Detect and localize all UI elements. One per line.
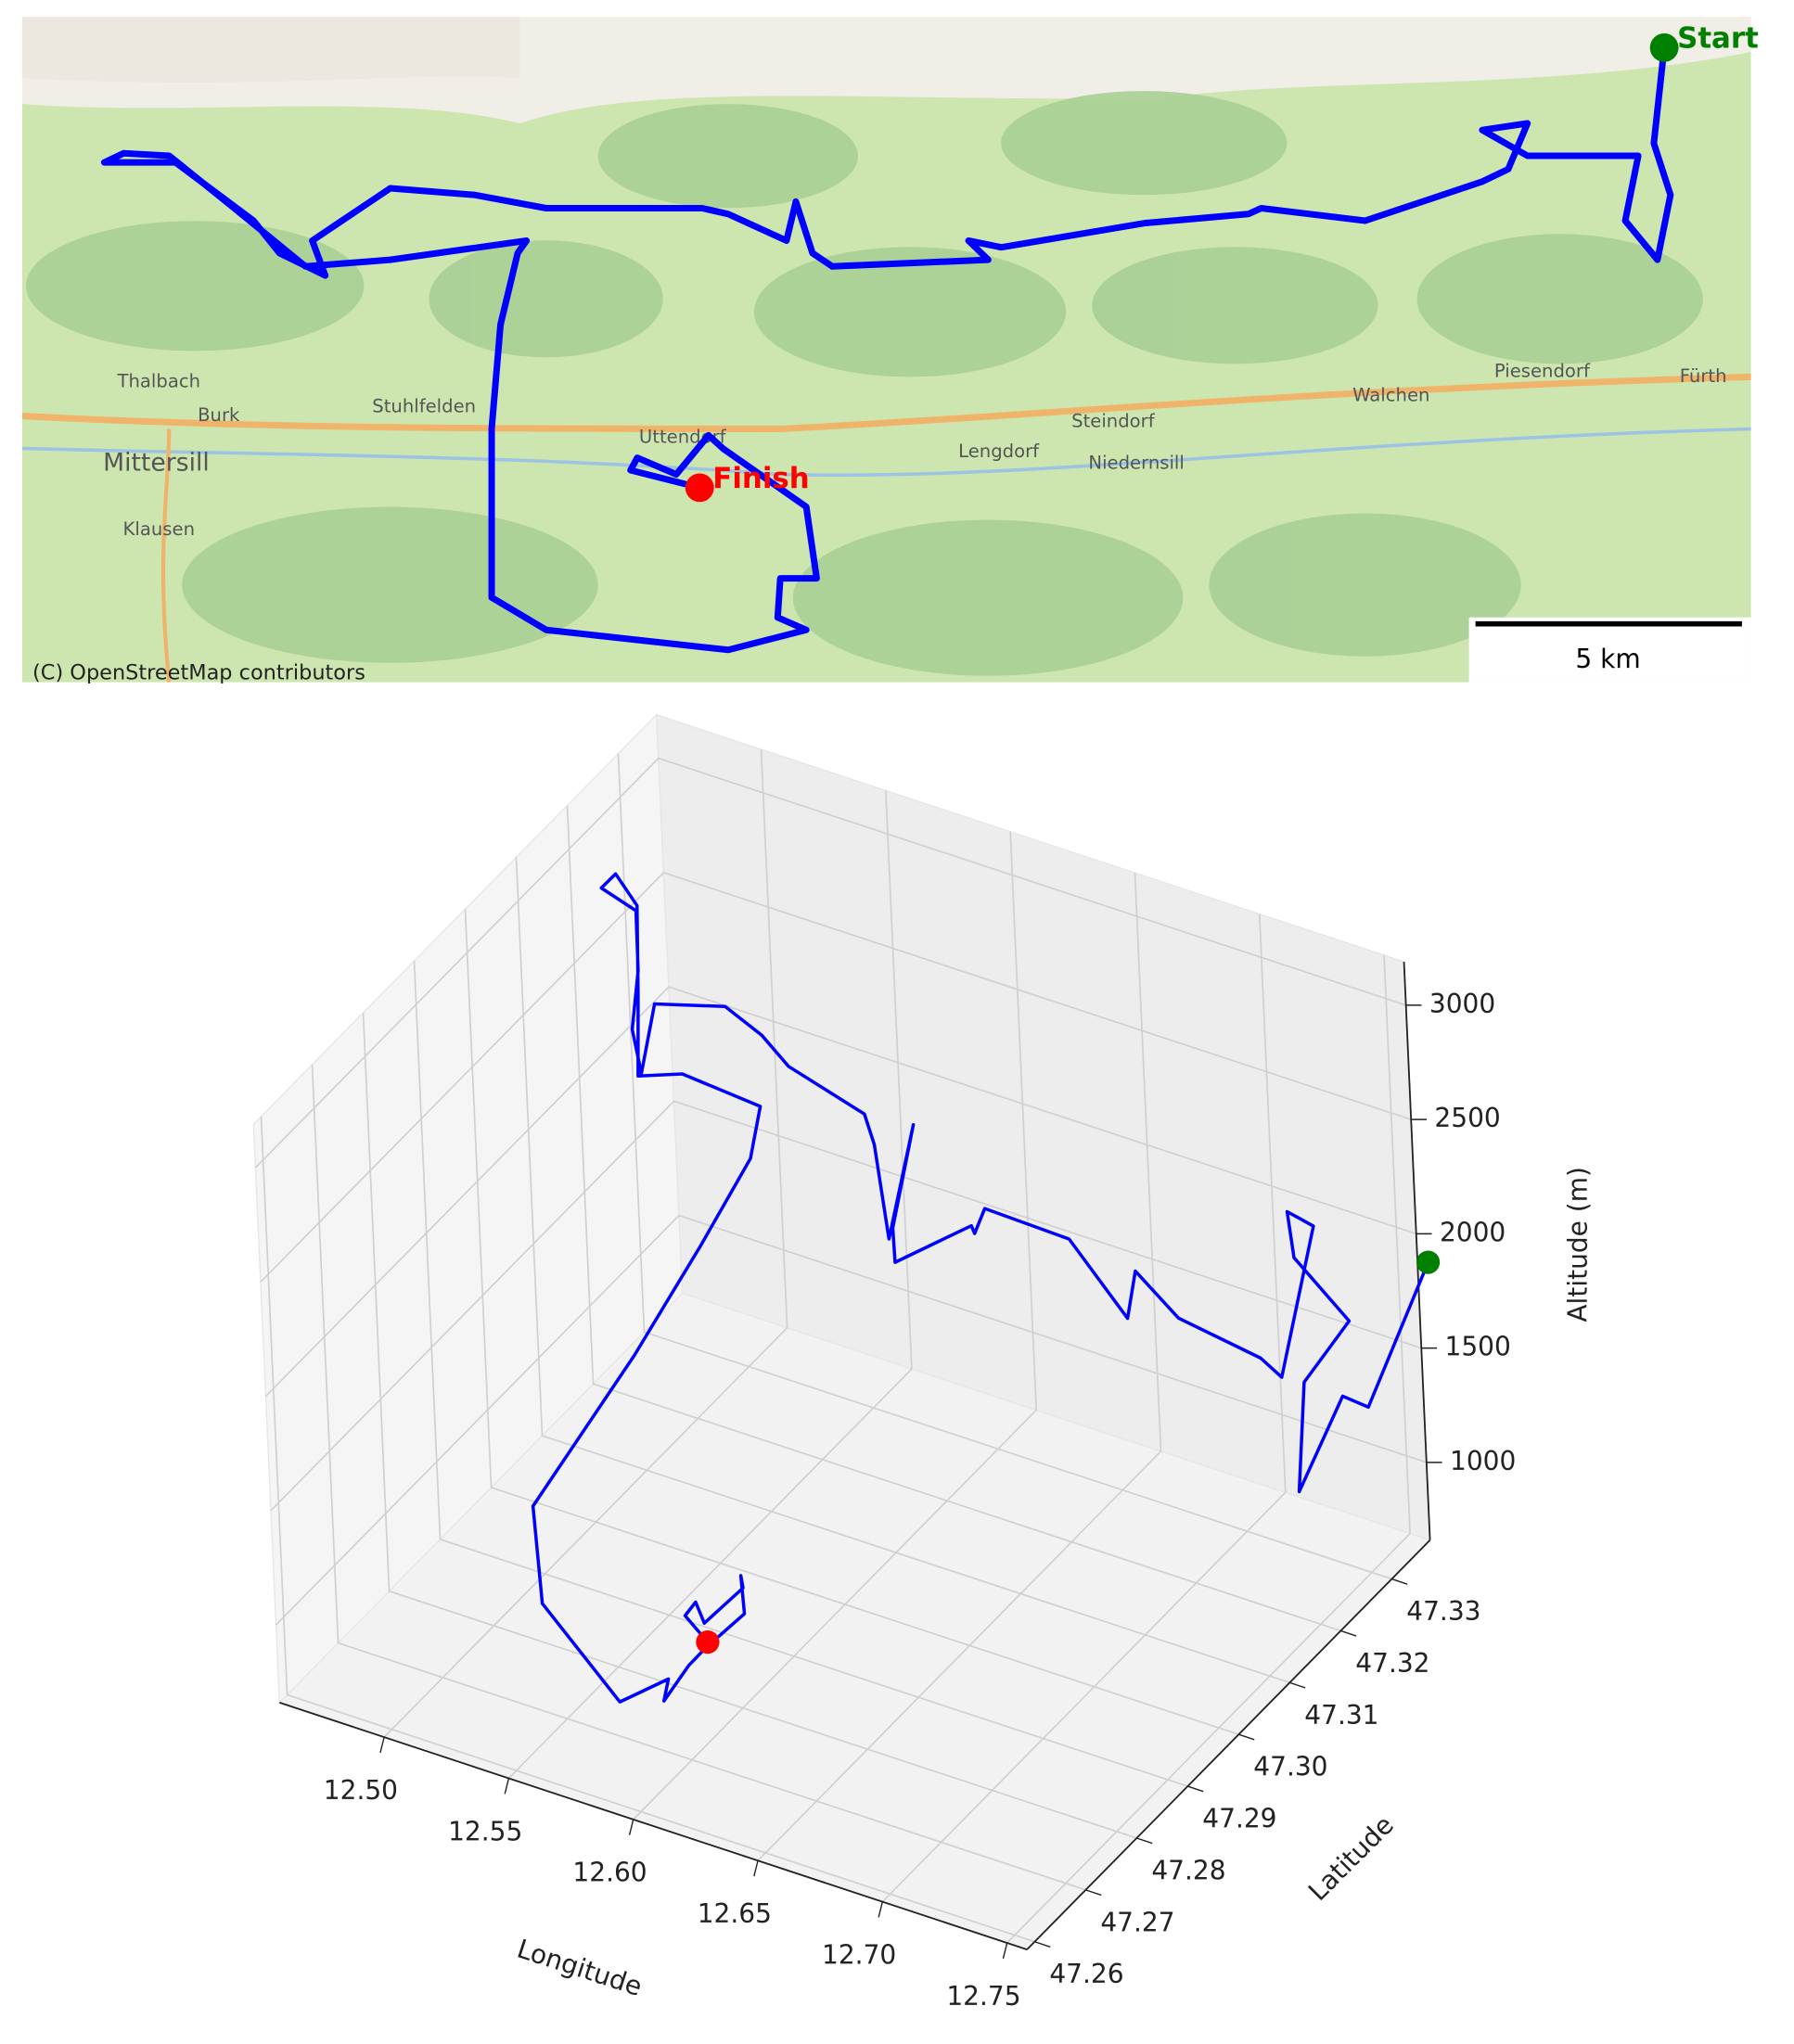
- grid-line: [507, 790, 913, 1780]
- place-label: Mittersill: [103, 448, 210, 477]
- x-tick: [878, 1901, 884, 1918]
- x-tick: [379, 1736, 385, 1754]
- place-label: Thalbach: [117, 370, 201, 391]
- y-tick-label: 47.32: [1355, 1648, 1429, 1679]
- place-label: Niedernsill: [1088, 452, 1184, 473]
- y-tick: [1034, 1941, 1051, 1948]
- y-tick-label: 47.31: [1304, 1700, 1378, 1731]
- grid-line: [270, 1100, 1422, 1512]
- z-tick-label: 2500: [1434, 1103, 1500, 1133]
- grid-line: [881, 913, 1287, 1903]
- x-tick-label: 12.55: [448, 1816, 522, 1846]
- place-label: Burk: [198, 404, 240, 426]
- attribution: (C) OpenStreetMap contributors: [32, 660, 365, 684]
- y-tick: [1391, 1578, 1408, 1585]
- y-tick-label: 47.26: [1049, 1959, 1123, 1989]
- place-label: Fürth: [1680, 365, 1727, 387]
- map-background: [21, 17, 1751, 683]
- place-label: Walchen: [1352, 385, 1429, 406]
- z-axis-label: Altitude (m): [1563, 1167, 1594, 1322]
- y-tick-label: 47.33: [1406, 1596, 1480, 1627]
- grid-line: [254, 757, 1406, 1169]
- place-label: Steindorf: [1071, 411, 1156, 432]
- z-axis: [1403, 962, 1431, 1540]
- grid-line: [264, 986, 1416, 1398]
- y-tick: [1136, 1837, 1153, 1845]
- place-label: Lengdorf: [958, 441, 1040, 462]
- marker-label: Start: [1677, 21, 1759, 55]
- y-tick-label: 47.29: [1202, 1804, 1276, 1834]
- grid-line: [413, 961, 1188, 1787]
- z-tick-label: 3000: [1429, 989, 1495, 1019]
- y-axis-label: Latitude: [1302, 1809, 1400, 1907]
- marker-label: Finish: [712, 462, 809, 495]
- y-axis: [1026, 1539, 1431, 1950]
- scale-label: 5 km: [1575, 644, 1640, 674]
- x-tick: [753, 1860, 759, 1877]
- x-tick-label: 12.70: [822, 1939, 896, 1970]
- z-tick-label: 1500: [1444, 1332, 1510, 1362]
- marker: [685, 473, 714, 503]
- y-tick: [1238, 1733, 1255, 1741]
- place-label: Piesendorf: [1494, 361, 1591, 382]
- x-tick: [628, 1819, 634, 1835]
- grid-line: [464, 909, 1239, 1736]
- grid-line: [362, 1013, 1137, 1839]
- track: [100, 47, 1674, 654]
- scale-box: [1468, 617, 1751, 683]
- place-label: Klausen: [123, 518, 195, 540]
- place-label: Stuhlfelden: [372, 395, 476, 416]
- y-tick: [1187, 1785, 1204, 1793]
- y-tick-label: 47.30: [1253, 1752, 1327, 1782]
- marker: [1649, 32, 1679, 62]
- z-tick-label: 2000: [1440, 1217, 1506, 1247]
- x-axis-label: Longitude: [513, 1933, 646, 2001]
- point-3d: [1416, 1250, 1441, 1274]
- grid-line: [260, 1116, 1035, 1943]
- x-tick-label: 12.65: [698, 1898, 772, 1929]
- y-tick: [1289, 1681, 1306, 1689]
- x-tick-label: 12.75: [946, 1981, 1020, 2012]
- grid-line: [275, 1214, 1428, 1626]
- pane: [655, 713, 1431, 1541]
- y-tick: [1085, 1889, 1102, 1897]
- y-tick: [1340, 1629, 1357, 1637]
- y-tick-label: 47.28: [1151, 1855, 1225, 1885]
- grid-line: [617, 753, 1392, 1580]
- x-tick: [1002, 1942, 1008, 1960]
- point-3d: [696, 1629, 720, 1654]
- grid-line: [311, 1064, 1086, 1891]
- x-tick-label: 12.50: [324, 1775, 398, 1806]
- grid-line: [515, 857, 1290, 1684]
- x-tick: [504, 1778, 510, 1795]
- grid-line: [260, 871, 1412, 1283]
- grid-line: [566, 805, 1341, 1632]
- x-axis: [279, 1701, 1028, 1950]
- grid-line: [383, 749, 788, 1738]
- track-3d: [531, 872, 1430, 1704]
- grid-line: [1006, 954, 1411, 1944]
- grid-line: [633, 831, 1038, 1820]
- y-tick-label: 47.27: [1100, 1907, 1174, 1937]
- x-tick-label: 12.60: [572, 1858, 647, 1888]
- grid-line: [757, 873, 1162, 1861]
- z-tick-label: 1000: [1450, 1446, 1516, 1476]
